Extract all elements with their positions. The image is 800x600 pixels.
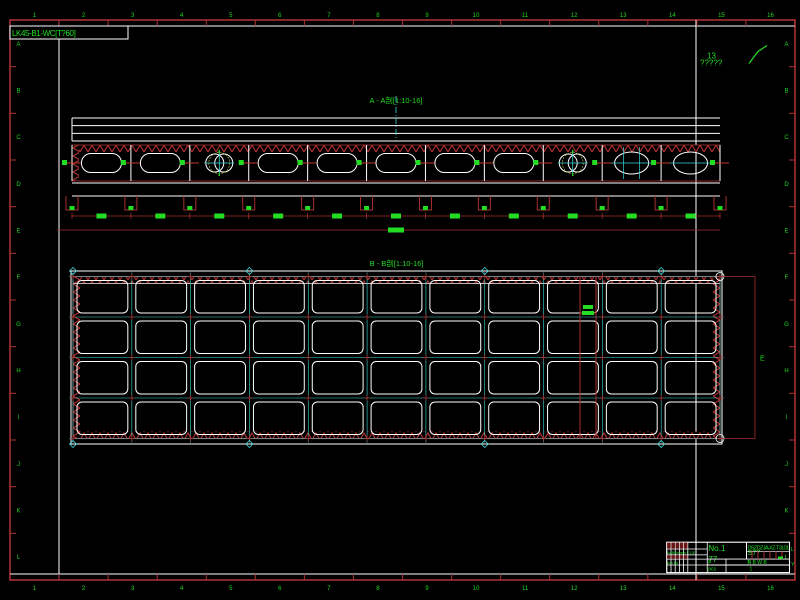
svg-text:10: 10: [473, 13, 480, 19]
svg-text:F: F: [17, 275, 21, 281]
svg-text:L: L: [791, 547, 794, 553]
svg-text:E: E: [760, 356, 765, 363]
svg-text:AABBmmm C DE: AABBmmm C DE: [667, 551, 696, 555]
svg-text:16: 16: [767, 586, 774, 592]
svg-text:12: 12: [571, 586, 578, 592]
svg-text:D: D: [784, 182, 789, 188]
svg-text:1: 1: [750, 567, 753, 573]
svg-text:A: A: [784, 42, 788, 48]
svg-text:No.1: No.1: [708, 544, 726, 553]
svg-text:A - A剖[1:10-16]: A - A剖[1:10-16]: [370, 95, 423, 105]
svg-text:LK45-B1-WC[T?60]: LK45-B1-WC[T?60]: [12, 29, 76, 38]
svg-text:?????: ?????: [700, 59, 723, 68]
svg-text:pcs kg: pcs kg: [667, 561, 677, 565]
svg-text:K: K: [16, 509, 20, 515]
svg-text:B: B: [16, 89, 20, 95]
svg-text:15: 15: [718, 13, 725, 19]
svg-text:G: G: [16, 322, 21, 328]
svg-text:A: A: [16, 42, 20, 48]
svg-text:C: C: [784, 135, 789, 141]
svg-text:14: 14: [669, 13, 676, 19]
svg-text:11: 11: [522, 586, 529, 592]
svg-text:15: 15: [718, 586, 725, 592]
svg-text:B - B剖[1:10-16]: B - B剖[1:10-16]: [370, 258, 424, 268]
svg-text:11: 11: [522, 13, 529, 19]
svg-text:H: H: [784, 369, 788, 375]
svg-text:E: E: [16, 229, 20, 235]
svg-text:DSZDZJA-XZ-T3101: DSZDZJA-XZ-T3101: [748, 546, 789, 552]
svg-text:13: 13: [620, 586, 627, 592]
svg-text:B: B: [784, 89, 788, 95]
svg-text:E: E: [784, 229, 788, 235]
svg-text:J: J: [17, 462, 20, 468]
svg-text:H: H: [16, 369, 20, 375]
svg-text:D: D: [16, 182, 21, 188]
svg-text:pcs: pcs: [708, 567, 716, 573]
svg-text:J: J: [785, 462, 788, 468]
svg-text:F: F: [708, 560, 711, 566]
svg-text:Y: Y: [791, 562, 795, 568]
svg-text:G: G: [784, 322, 789, 328]
svg-text:C: C: [16, 135, 21, 141]
svg-text:13: 13: [620, 13, 627, 19]
svg-text:10: 10: [473, 586, 480, 592]
svg-text:14: 14: [669, 586, 676, 592]
svg-text:16: 16: [767, 13, 774, 19]
svg-text:F: F: [785, 275, 789, 281]
svg-text:N B W B: N B W B: [748, 560, 768, 566]
svg-text:K: K: [784, 509, 788, 515]
svg-text:12: 12: [571, 13, 578, 19]
